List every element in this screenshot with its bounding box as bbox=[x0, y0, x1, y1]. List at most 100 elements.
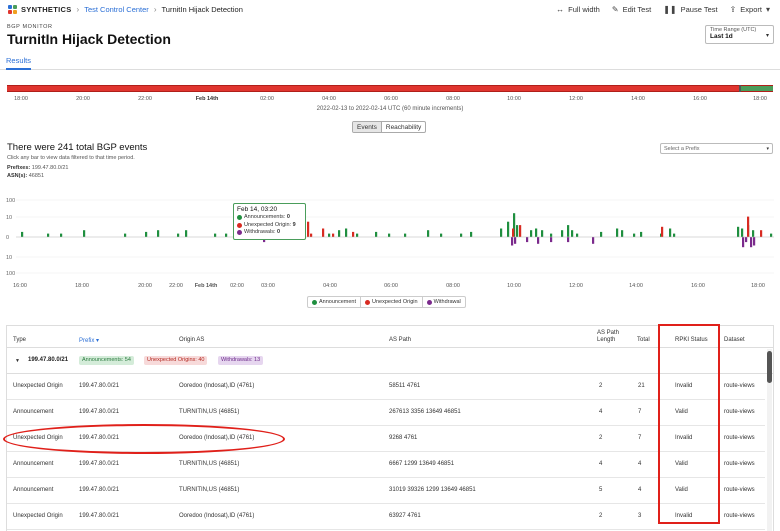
header-dataset[interactable]: Dataset bbox=[724, 337, 745, 343]
announcement-bar[interactable] bbox=[185, 230, 188, 237]
pause-test-button[interactable]: ❚❚ Pause Test bbox=[663, 5, 717, 14]
announcement-bar[interactable] bbox=[770, 233, 773, 237]
announcement-bar[interactable] bbox=[388, 233, 391, 237]
announcement-bar[interactable] bbox=[516, 225, 519, 237]
prefix-select[interactable]: Select a Prefix ▾ bbox=[660, 143, 773, 154]
breadcrumb-test-control-center[interactable]: Test Control Center bbox=[84, 4, 149, 14]
unexpected-origin-bar[interactable] bbox=[322, 228, 325, 238]
header-as-path[interactable]: AS Path bbox=[389, 337, 412, 343]
scrollbar-thumb[interactable] bbox=[767, 351, 772, 383]
legend-announcement[interactable]: Announcement bbox=[308, 297, 361, 307]
full-width-button[interactable]: ↔ Full width bbox=[556, 5, 600, 14]
announcement-bar[interactable] bbox=[513, 213, 516, 237]
announcement-bar[interactable] bbox=[616, 228, 619, 238]
announcement-bar[interactable] bbox=[47, 233, 50, 237]
header-type[interactable]: Type bbox=[13, 337, 27, 343]
announcement-bar[interactable] bbox=[214, 233, 217, 237]
announcement-bar[interactable] bbox=[124, 233, 127, 237]
announcement-bar[interactable] bbox=[507, 221, 510, 237]
tab-results[interactable]: Results bbox=[6, 56, 32, 70]
announcement-bar[interactable] bbox=[500, 228, 503, 238]
announcement-bar[interactable] bbox=[535, 228, 538, 238]
announcement-bar[interactable] bbox=[600, 231, 603, 237]
announcement-bar[interactable] bbox=[669, 228, 672, 238]
announcement-bar[interactable] bbox=[356, 233, 359, 237]
announcement-bar[interactable] bbox=[328, 233, 331, 237]
announcement-bar[interactable] bbox=[576, 233, 579, 237]
unexpected-origin-bar[interactable] bbox=[661, 226, 664, 237]
withdrawal-bar[interactable] bbox=[526, 237, 529, 243]
withdrawal-bar[interactable] bbox=[745, 237, 748, 243]
unexpected-origin-bar[interactable] bbox=[310, 233, 313, 237]
withdrawal-bar[interactable] bbox=[550, 237, 553, 243]
withdrawal-bar[interactable] bbox=[567, 237, 570, 243]
brand[interactable]: SYNTHETICS bbox=[8, 4, 72, 14]
header-rpki-status[interactable]: RPKI Status bbox=[675, 337, 708, 343]
time-range-select[interactable]: Time Range (UTC) Last 1d ▾ bbox=[705, 25, 774, 44]
edit-test-button[interactable]: ✎ Edit Test bbox=[612, 5, 651, 14]
header-as-path-length[interactable]: AS Path bbox=[597, 330, 620, 336]
announcement-bar[interactable] bbox=[571, 230, 574, 237]
announcement-bar[interactable] bbox=[640, 231, 643, 237]
announcement-bar[interactable] bbox=[440, 233, 443, 237]
prefix-group-row[interactable]: ▼ 199.47.80.0/21 Announcements: 54 Unexp… bbox=[7, 348, 773, 374]
announcement-bar[interactable] bbox=[470, 231, 473, 237]
unexpected-origin-bar[interactable] bbox=[760, 230, 763, 237]
timeline-handle[interactable] bbox=[739, 85, 741, 92]
legend-withdrawal[interactable]: Withdrawal bbox=[423, 297, 465, 307]
announcement-bar[interactable] bbox=[225, 233, 228, 237]
table-scrollbar[interactable] bbox=[767, 349, 772, 531]
announcement-bar[interactable] bbox=[530, 230, 533, 237]
unexpected-origin-bar[interactable] bbox=[747, 216, 750, 237]
withdrawal-bar[interactable] bbox=[592, 237, 595, 244]
export-button[interactable]: ⇪ Export ▾ bbox=[730, 5, 770, 14]
withdrawal-bar[interactable] bbox=[511, 237, 514, 246]
announcement-bar[interactable] bbox=[427, 230, 430, 237]
timeline-slider[interactable] bbox=[7, 85, 773, 92]
header-total[interactable]: Total bbox=[637, 337, 650, 343]
announcement-bar[interactable] bbox=[21, 231, 24, 237]
announcement-bar[interactable] bbox=[741, 228, 744, 238]
table-row[interactable]: Unexpected Origin 199.47.80.0/21 Ooredoo (… bbox=[7, 504, 765, 530]
announcement-bar[interactable] bbox=[157, 230, 160, 237]
announcement-bar[interactable] bbox=[737, 226, 740, 237]
announcement-bar[interactable] bbox=[460, 233, 463, 237]
table-row[interactable]: Unexpected Origin 199.47.80.0/21 Ooredoo (… bbox=[7, 374, 765, 400]
withdrawal-bar[interactable] bbox=[742, 237, 745, 248]
announcement-bar[interactable] bbox=[621, 230, 624, 237]
announcement-bar[interactable] bbox=[550, 233, 553, 237]
reachability-toggle-button[interactable]: Reachability bbox=[385, 124, 422, 131]
announcement-bar[interactable] bbox=[145, 231, 148, 237]
table-row[interactable]: Announcement 199.47.80.0/21 TURNITIN,US (4… bbox=[7, 478, 765, 504]
table-row[interactable]: Announcement 199.47.80.0/21 TURNITIN,US (4… bbox=[7, 452, 765, 478]
withdrawal-bar[interactable] bbox=[537, 237, 540, 244]
header-prefix[interactable]: Prefix ▾ bbox=[79, 337, 99, 344]
events-toggle-button[interactable]: Events bbox=[353, 122, 382, 132]
announcement-bar[interactable] bbox=[60, 233, 63, 237]
table-row[interactable]: Unexpected Origin 199.47.80.0/21 Ooredoo (… bbox=[7, 426, 765, 452]
announcement-bar[interactable] bbox=[375, 231, 378, 237]
table-row[interactable]: Announcement 199.47.80.0/21 TURNITIN,US (4… bbox=[7, 400, 765, 426]
withdrawal-bar[interactable] bbox=[750, 237, 753, 248]
unexpected-origin-bar[interactable] bbox=[512, 228, 515, 238]
announcement-bar[interactable] bbox=[404, 233, 407, 237]
caret-down-icon[interactable]: ▼ bbox=[15, 358, 20, 364]
announcement-bar[interactable] bbox=[561, 230, 564, 237]
announcement-bar[interactable] bbox=[338, 230, 341, 237]
announcement-bar[interactable] bbox=[177, 233, 180, 237]
unexpected-origin-bar[interactable] bbox=[332, 233, 335, 237]
withdrawal-bar[interactable] bbox=[753, 237, 756, 246]
announcement-bar[interactable] bbox=[541, 230, 544, 237]
announcement-bar[interactable] bbox=[345, 228, 348, 238]
withdrawal-bar[interactable] bbox=[514, 237, 517, 244]
unexpected-origin-bar[interactable] bbox=[352, 231, 355, 237]
unexpected-origin-bar[interactable] bbox=[307, 221, 310, 237]
announcement-bar[interactable] bbox=[633, 233, 636, 237]
unexpected-origin-bar[interactable] bbox=[519, 225, 522, 237]
legend-unexpected-origin[interactable]: Unexpected Origin bbox=[361, 297, 423, 307]
announcement-bar[interactable] bbox=[673, 233, 676, 237]
announcement-bar[interactable] bbox=[752, 230, 755, 237]
header-origin-as[interactable]: Origin AS bbox=[179, 337, 205, 343]
announcement-bar[interactable] bbox=[83, 230, 86, 237]
announcement-bar[interactable] bbox=[567, 225, 570, 237]
